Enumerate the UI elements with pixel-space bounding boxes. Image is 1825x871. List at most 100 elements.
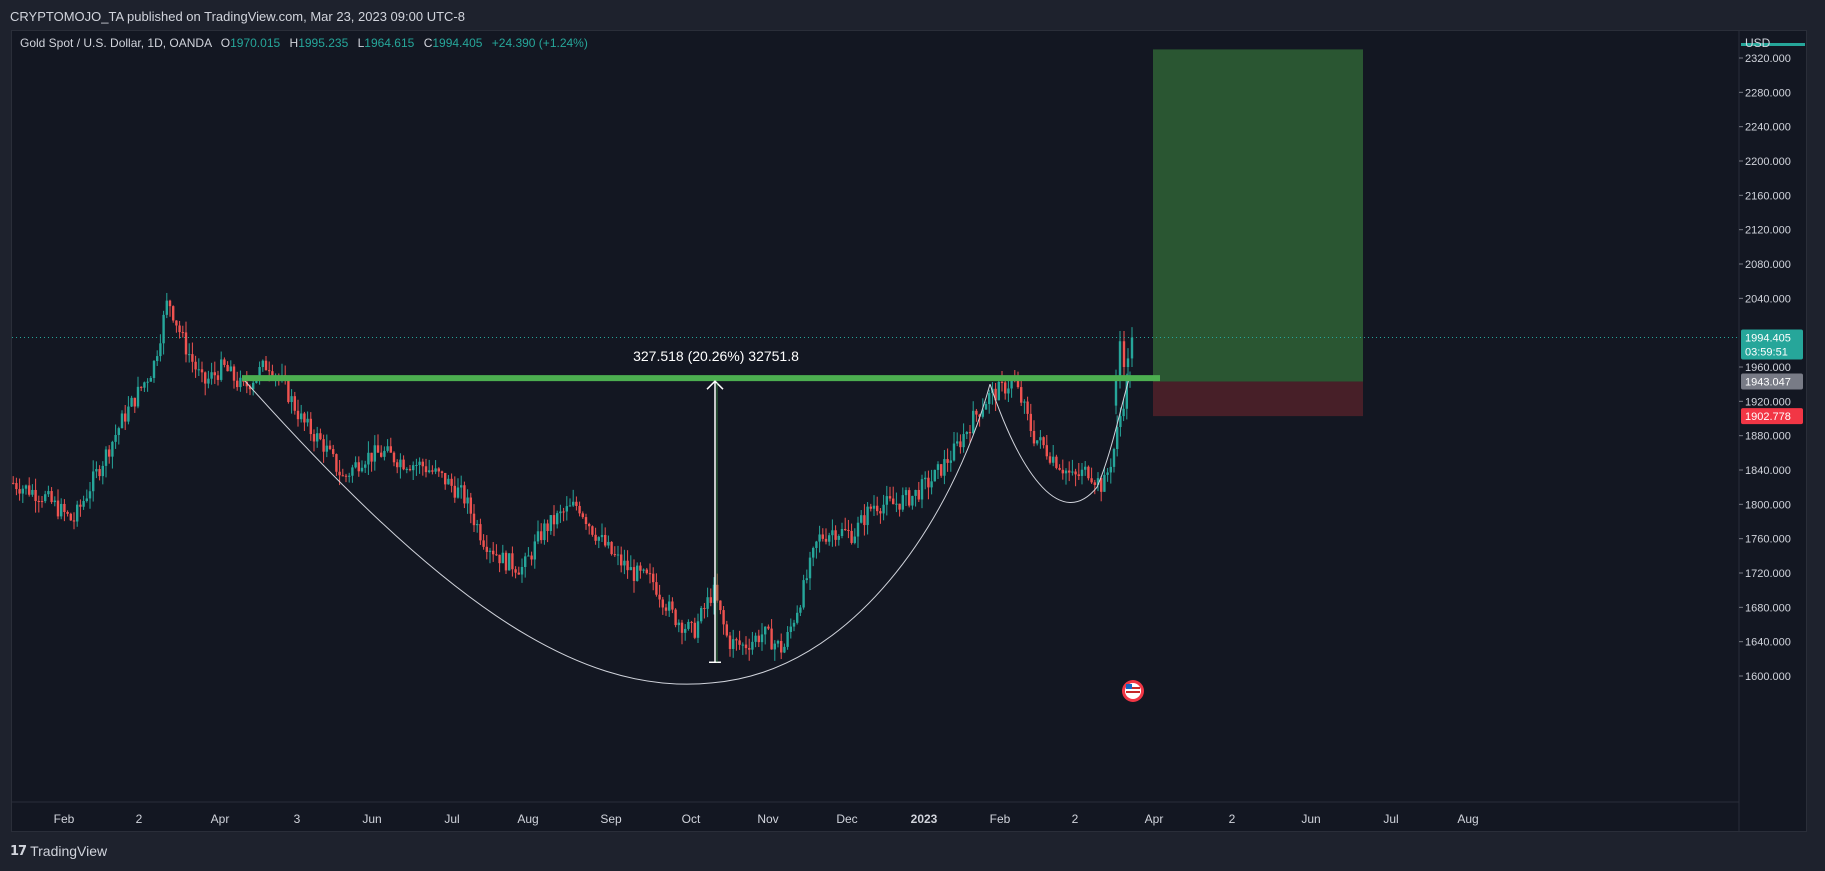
legend-open-value: 1970.015 — [230, 36, 280, 50]
candle-body — [328, 445, 332, 450]
candle-body — [511, 553, 514, 570]
time-tick-label: Sep — [600, 812, 622, 826]
candle-body — [754, 635, 757, 642]
candle-body — [53, 500, 56, 503]
price-tick-label: 2320.000 — [1745, 53, 1791, 65]
price-tick-label: 2240.000 — [1745, 122, 1791, 134]
candle-body — [1026, 401, 1029, 414]
candle-body — [66, 512, 69, 514]
candle-body — [1077, 474, 1080, 476]
candle-body — [556, 513, 559, 525]
candle-body — [476, 524, 479, 526]
candle-body — [706, 597, 709, 609]
candle-body — [610, 541, 613, 555]
candle-body — [936, 464, 940, 470]
candle-body — [88, 491, 92, 499]
candle-body — [348, 475, 351, 477]
candle-body — [82, 501, 85, 507]
candle-body — [600, 534, 604, 538]
candle-body — [261, 360, 264, 368]
candle-body — [1064, 470, 1068, 474]
candle-body — [914, 489, 917, 496]
candle-body — [380, 452, 383, 457]
price-axis-panel[interactable] — [1739, 31, 1807, 832]
candle-body — [152, 360, 156, 378]
candle-body — [290, 396, 293, 403]
candle-body — [444, 472, 447, 485]
legend-symbol: Gold Spot / U.S. Dollar, 1D, OANDA — [20, 36, 212, 50]
candle-body — [1084, 466, 1087, 470]
candle-body — [680, 622, 684, 633]
candle-body — [156, 356, 159, 361]
us-flag-icon[interactable] — [1122, 680, 1144, 702]
candle-body — [802, 580, 805, 608]
stop-zone[interactable] — [1153, 381, 1363, 417]
candle-body — [21, 488, 24, 494]
candle-body — [946, 459, 949, 463]
candle-body — [584, 517, 588, 525]
candle-body — [92, 471, 95, 492]
candle-body — [482, 540, 485, 547]
candle-body — [968, 432, 972, 434]
candle-body — [408, 468, 412, 471]
candle-body — [629, 567, 632, 571]
candle-body — [1074, 471, 1077, 475]
target-zone[interactable] — [1153, 49, 1363, 382]
candle-body — [648, 573, 652, 575]
candle-body — [18, 489, 21, 494]
candle-body — [325, 445, 328, 452]
stop-price-label-bg — [1741, 408, 1803, 425]
handle-curve[interactable] — [989, 375, 1131, 503]
candle-body — [661, 599, 664, 608]
candle-body — [213, 372, 216, 376]
candle-body — [664, 607, 668, 611]
candle-body — [236, 380, 239, 388]
candle-body — [172, 306, 175, 321]
candle-body — [207, 378, 210, 384]
legend-low-value: 1964.615 — [364, 36, 414, 50]
candle-body — [904, 490, 908, 496]
time-tick-label: Jun — [1301, 812, 1320, 826]
candle-body — [1032, 430, 1036, 444]
candle-body — [712, 584, 716, 603]
candle-body — [1016, 380, 1020, 388]
publish-bar: CRYPTOMOJO_TA published on TradingView.c… — [0, 0, 1825, 30]
candle-body — [847, 529, 850, 531]
price-chart[interactable]: 2320.000 2280.000 2240.000 2200.000 2160.000… — [12, 31, 1807, 832]
candle-body — [293, 396, 296, 411]
candle-body — [975, 410, 978, 415]
candle-body — [671, 601, 674, 610]
chart-area[interactable]: 2320.000 2280.000 2240.000 2200.000 2160.000… — [11, 30, 1807, 832]
candle-body — [805, 578, 808, 581]
candle-body — [636, 565, 639, 581]
candle-body — [856, 522, 860, 537]
candle-body — [143, 382, 146, 388]
time-tick-label: Apr — [1145, 812, 1164, 826]
candle-body — [389, 446, 392, 453]
candle-body — [271, 371, 274, 378]
candle-body — [620, 554, 623, 566]
candle-body — [239, 377, 242, 388]
candle-body — [1122, 408, 1125, 417]
cup-curve[interactable] — [243, 379, 991, 685]
tradingview-logo[interactable]: 17 TradingView — [10, 843, 107, 859]
candle-body — [568, 505, 572, 507]
legend-close-value: 1994.405 — [432, 36, 482, 50]
candle-body — [546, 523, 549, 532]
candle-body — [1020, 387, 1023, 403]
candle-body — [540, 531, 543, 541]
candle-body — [578, 505, 581, 514]
candle-body — [178, 325, 181, 333]
candle-body — [226, 364, 229, 372]
time-tick-label: Aug — [1457, 812, 1478, 826]
candle-body — [1118, 341, 1122, 380]
candle-body — [956, 441, 959, 444]
candle-body — [364, 464, 367, 468]
candle-body — [517, 572, 520, 575]
candle-body — [508, 553, 511, 571]
candle-body — [1036, 440, 1039, 444]
candle-body — [1087, 466, 1090, 479]
candle-body — [488, 550, 492, 552]
candle-body — [543, 523, 546, 541]
currency-label: USD — [1745, 36, 1771, 50]
